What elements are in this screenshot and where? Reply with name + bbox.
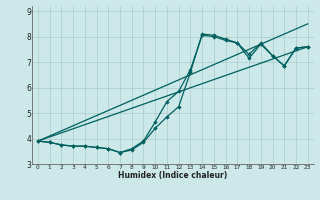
X-axis label: Humidex (Indice chaleur): Humidex (Indice chaleur) — [118, 171, 228, 180]
